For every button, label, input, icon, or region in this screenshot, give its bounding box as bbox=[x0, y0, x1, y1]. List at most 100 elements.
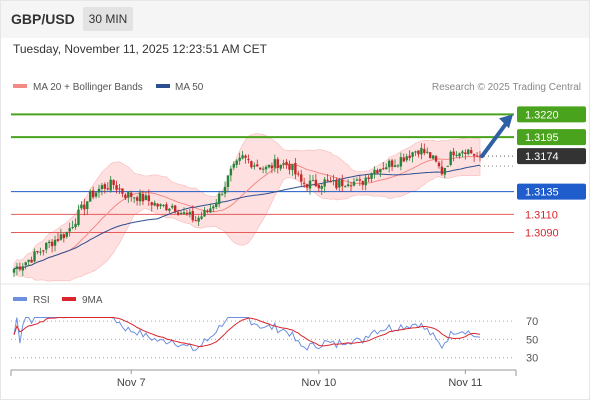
candle bbox=[323, 176, 326, 193]
candle-body bbox=[238, 157, 241, 161]
candle bbox=[247, 154, 250, 164]
candle-body bbox=[247, 159, 250, 161]
candle bbox=[115, 180, 118, 194]
candle-body bbox=[297, 173, 300, 175]
candle-body bbox=[168, 208, 171, 211]
candle bbox=[156, 203, 159, 210]
candle bbox=[229, 165, 233, 182]
symbol-label: GBP/USD bbox=[11, 11, 75, 27]
candle bbox=[387, 159, 391, 173]
candle bbox=[182, 207, 186, 215]
candle bbox=[279, 164, 282, 171]
candle bbox=[121, 188, 124, 198]
candle-body bbox=[455, 154, 458, 156]
candle-body bbox=[417, 150, 420, 155]
candle-body bbox=[30, 259, 33, 263]
candle bbox=[241, 150, 244, 160]
candle bbox=[335, 177, 338, 190]
candle-body bbox=[203, 209, 206, 217]
candle bbox=[15, 262, 19, 275]
candle-body bbox=[446, 165, 449, 167]
candle bbox=[150, 201, 153, 212]
candle-body bbox=[65, 231, 68, 237]
candle-body bbox=[176, 212, 180, 215]
watermark-text: Research © 2025 Trading Central bbox=[432, 82, 581, 93]
candle bbox=[288, 160, 291, 175]
candle-body bbox=[147, 195, 151, 202]
candle-body bbox=[291, 164, 294, 171]
candle bbox=[346, 179, 350, 188]
candle-body bbox=[194, 220, 197, 222]
candle-body bbox=[135, 197, 139, 201]
candle-body bbox=[472, 153, 476, 156]
candle-body bbox=[212, 206, 215, 209]
candle bbox=[106, 182, 109, 191]
candle bbox=[176, 209, 180, 216]
candle bbox=[71, 220, 74, 230]
candle bbox=[455, 151, 458, 158]
candle-body bbox=[470, 150, 473, 154]
candle-body bbox=[18, 266, 22, 270]
timeframe-badge: 30 MIN bbox=[89, 12, 128, 26]
candle bbox=[159, 203, 162, 209]
candle bbox=[109, 175, 112, 193]
x-tick-label: Nov 7 bbox=[117, 377, 146, 389]
candle bbox=[83, 198, 86, 216]
candle bbox=[188, 208, 192, 218]
candle bbox=[39, 247, 42, 256]
candle-body bbox=[27, 259, 30, 262]
level-label-1-3135: 1.3135 bbox=[525, 187, 559, 199]
candle bbox=[30, 256, 33, 263]
candle bbox=[50, 238, 54, 253]
candle-body bbox=[467, 149, 470, 155]
candle-body bbox=[24, 262, 27, 266]
candle-body bbox=[440, 166, 444, 175]
candle-body bbox=[232, 163, 236, 168]
candle-body bbox=[68, 228, 71, 232]
candle bbox=[118, 183, 121, 195]
candle bbox=[470, 147, 473, 155]
candle-body bbox=[33, 251, 36, 262]
candle-body bbox=[77, 209, 80, 225]
rsi-tick-70: 70 bbox=[526, 316, 538, 328]
candle-body bbox=[200, 216, 203, 219]
candle bbox=[232, 161, 236, 171]
candle bbox=[285, 159, 288, 169]
candle bbox=[461, 149, 464, 158]
candle-body bbox=[343, 186, 347, 188]
legend-label-ma50: MA 50 bbox=[175, 82, 204, 93]
candle bbox=[379, 168, 382, 177]
candle bbox=[77, 204, 80, 227]
candle bbox=[376, 168, 379, 174]
candle bbox=[305, 183, 309, 193]
candle-body bbox=[461, 151, 464, 154]
candle-body bbox=[97, 188, 101, 193]
candle-body bbox=[402, 157, 405, 162]
rsi-tick-50: 50 bbox=[526, 334, 538, 346]
candle bbox=[135, 195, 139, 206]
candle-body bbox=[387, 160, 391, 168]
candle bbox=[112, 179, 115, 190]
candle-body bbox=[53, 239, 57, 246]
candle bbox=[47, 239, 51, 248]
candle-body bbox=[449, 151, 452, 165]
candle-body bbox=[217, 193, 221, 205]
candle-body bbox=[86, 201, 89, 209]
candle bbox=[138, 189, 142, 206]
candle-body bbox=[364, 177, 367, 186]
candle bbox=[332, 174, 335, 186]
candle bbox=[390, 158, 394, 171]
candle bbox=[59, 228, 63, 241]
candle bbox=[162, 204, 165, 208]
candle-body bbox=[267, 164, 271, 168]
level-label-bg-1-3220 bbox=[517, 106, 586, 123]
candle bbox=[12, 267, 16, 278]
candle-body bbox=[428, 152, 432, 158]
candle-body bbox=[171, 205, 174, 208]
candle-body bbox=[396, 165, 400, 167]
candle-body bbox=[153, 202, 156, 206]
candle bbox=[215, 199, 218, 210]
candle bbox=[80, 201, 83, 211]
candle bbox=[62, 233, 66, 243]
